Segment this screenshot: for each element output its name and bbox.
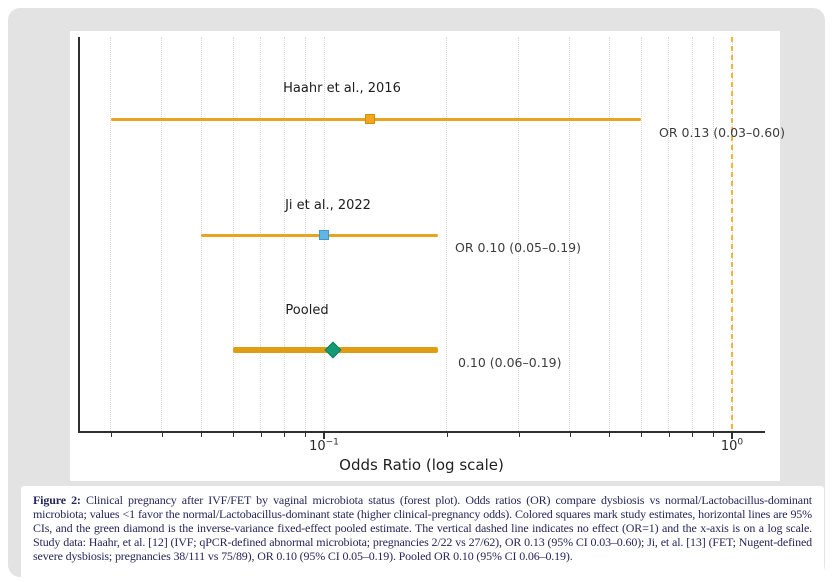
x-axis-spine [78, 431, 765, 433]
x-axis-minor-tick [284, 433, 286, 437]
gridline [569, 37, 571, 431]
figure-caption-text: Clinical pregnancy after IVF/FET by vagi… [33, 493, 812, 563]
figure-caption: Figure 2: Clinical pregnancy after IVF/F… [21, 486, 824, 564]
x-axis-minor-tick [641, 433, 643, 437]
diamond-marker-pooled [324, 341, 342, 359]
figure-caption-label: Figure 2: [33, 493, 81, 507]
ci-line-haahr-et-al-2016 [110, 117, 642, 121]
gridline [446, 37, 448, 431]
study-label-ji-et-al-2022: Ji et al., 2022 [285, 198, 371, 213]
x-axis-minor-tick [609, 433, 611, 437]
gridline [640, 37, 642, 431]
x-axis-minor-tick [668, 433, 670, 437]
x-axis-minor-tick [692, 433, 694, 437]
x-axis-minor-tick [260, 433, 262, 437]
x-axis-minor-tick [233, 433, 235, 437]
x-axis-tick-label: 10−1 [309, 437, 339, 454]
gridline [110, 37, 112, 431]
or-annotation-pooled: 0.10 (0.06–0.19) [458, 355, 562, 370]
study-label-haahr-et-al-2016: Haahr et al., 2016 [283, 81, 401, 96]
x-axis-minor-tick [201, 433, 203, 437]
x-axis-minor-tick [446, 433, 448, 437]
x-axis-minor-tick [110, 433, 112, 437]
x-axis-minor-tick [569, 433, 571, 437]
forest-plot-figure: Odds Ratio (log scale) 10−1 100 Haahr et a… [70, 31, 785, 481]
x-axis-major-tick [323, 433, 325, 439]
y-axis-spine [78, 37, 80, 433]
gridline [668, 37, 670, 431]
x-axis-minor-tick [518, 433, 520, 437]
x-axis-minor-tick [305, 433, 307, 437]
gridline [691, 37, 693, 431]
x-axis-major-tick [731, 433, 733, 439]
reference-line-or1 [731, 37, 733, 431]
x-axis-tick-label: 100 [720, 437, 744, 454]
gridline [518, 37, 520, 431]
square-marker-ji-et-al-2022 [319, 230, 329, 240]
figure-card: Odds Ratio (log scale) 10−1 100 Haahr et a… [8, 8, 825, 580]
gridline [161, 37, 163, 431]
or-annotation-ji-et-al-2022: OR 0.10 (0.05–0.19) [455, 240, 581, 255]
x-axis-minor-tick [161, 433, 163, 437]
square-marker-haahr-et-al-2016 [365, 114, 376, 124]
figure-caption-box: Figure 2: Clinical pregnancy after IVF/F… [21, 486, 824, 580]
study-label-pooled: Pooled [285, 303, 329, 318]
x-axis-label: Odds Ratio (log scale) [339, 456, 504, 474]
x-axis-minor-tick [713, 433, 715, 437]
or-annotation-haahr-et-al-2016: OR 0.13 (0.03–0.60) [659, 125, 785, 140]
gridline [608, 37, 610, 431]
gridline [712, 37, 714, 431]
